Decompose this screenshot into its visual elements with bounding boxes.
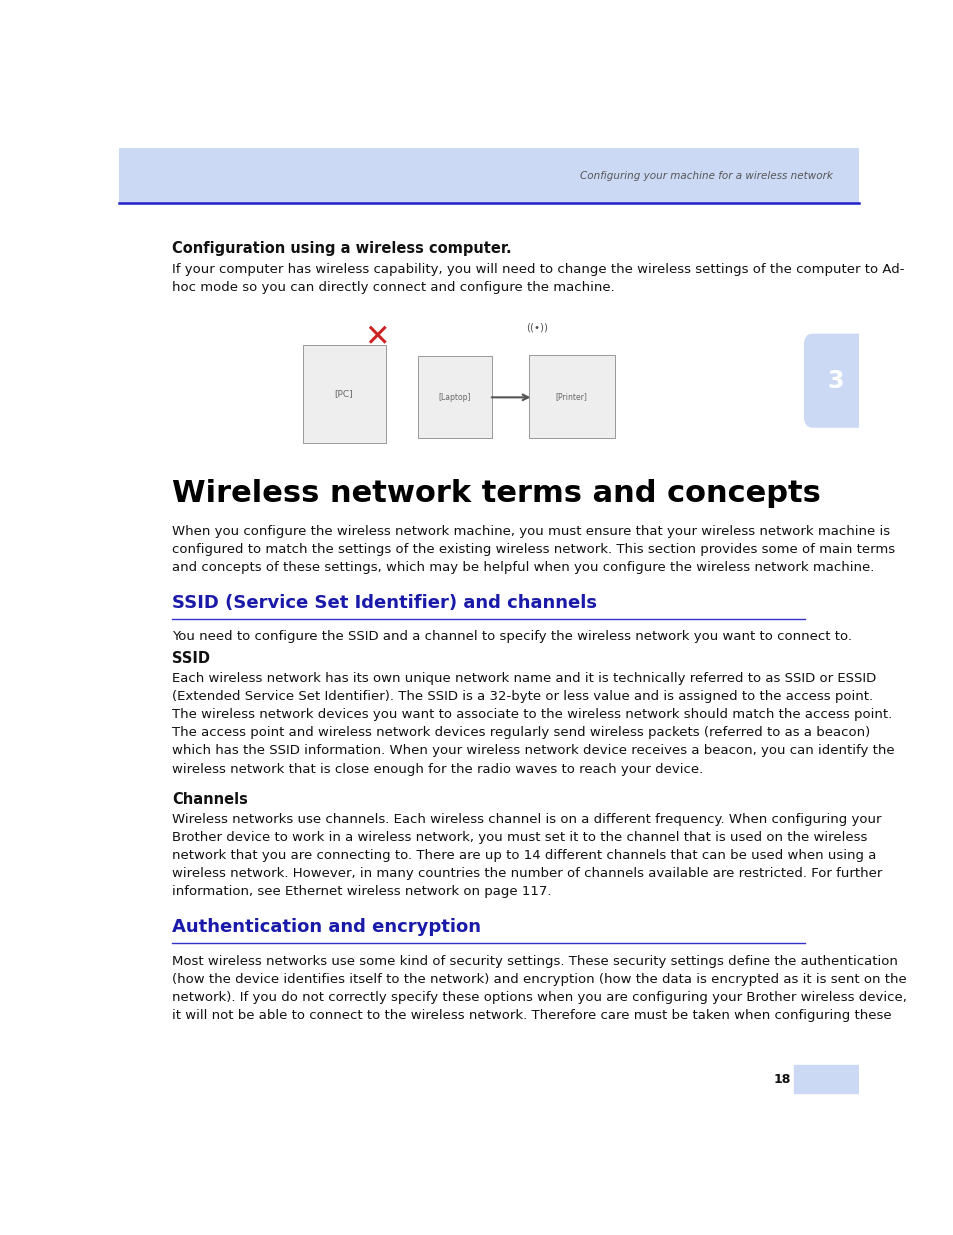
Text: ((•)): ((•)) bbox=[525, 322, 547, 333]
Text: wireless network that is close enough for the radio waves to reach your device.: wireless network that is close enough fo… bbox=[172, 762, 703, 776]
Text: Brother device to work in a wireless network, you must set it to the channel tha: Brother device to work in a wireless net… bbox=[172, 831, 867, 844]
Text: it will not be able to connect to the wireless network. Therefore care must be t: it will not be able to connect to the wi… bbox=[172, 1009, 891, 1021]
Text: Configuration using a wireless computer.: Configuration using a wireless computer. bbox=[172, 241, 512, 257]
Text: wireless network. However, in many countries the number of channels available ar: wireless network. However, in many count… bbox=[172, 867, 882, 881]
FancyBboxPatch shape bbox=[417, 357, 492, 438]
Text: The access point and wireless network devices regularly send wireless packets (r: The access point and wireless network de… bbox=[172, 726, 870, 740]
Bar bbox=[119, 148, 858, 204]
Text: If your computer has wireless capability, you will need to change the wireless s: If your computer has wireless capability… bbox=[172, 263, 904, 277]
Text: (Extended Service Set Identifier). The SSID is a 32-byte or less value and is as: (Extended Service Set Identifier). The S… bbox=[172, 690, 873, 703]
FancyBboxPatch shape bbox=[528, 354, 614, 438]
Text: Wireless networks use channels. Each wireless channel is on a different frequenc: Wireless networks use channels. Each wir… bbox=[172, 813, 882, 826]
Text: The wireless network devices you want to associate to the wireless network shoul: The wireless network devices you want to… bbox=[172, 709, 892, 721]
Text: network that you are connecting to. There are up to 14 different channels that c: network that you are connecting to. Ther… bbox=[172, 848, 876, 862]
Text: Authentication and encryption: Authentication and encryption bbox=[172, 919, 481, 936]
Text: When you configure the wireless network machine, you must ensure that your wirel: When you configure the wireless network … bbox=[172, 525, 890, 537]
Text: [Laptop]: [Laptop] bbox=[438, 393, 471, 401]
Text: which has the SSID information. When your wireless network device receives a bea: which has the SSID information. When you… bbox=[172, 745, 894, 757]
Bar bbox=[793, 1065, 858, 1093]
Text: SSID (Service Set Identifier) and channels: SSID (Service Set Identifier) and channe… bbox=[172, 594, 597, 613]
Text: 3: 3 bbox=[826, 369, 843, 393]
FancyBboxPatch shape bbox=[803, 333, 866, 427]
Text: Channels: Channels bbox=[172, 792, 248, 806]
Text: configured to match the settings of the existing wireless network. This section : configured to match the settings of the … bbox=[172, 543, 895, 556]
Text: information, see Ethernet wireless network on page 117.: information, see Ethernet wireless netwo… bbox=[172, 885, 552, 898]
Text: and concepts of these settings, which may be helpful when you configure the wire: and concepts of these settings, which ma… bbox=[172, 561, 874, 574]
Text: [PC]: [PC] bbox=[335, 389, 353, 398]
FancyBboxPatch shape bbox=[302, 345, 386, 443]
Text: ✕: ✕ bbox=[363, 322, 389, 352]
Text: Each wireless network has its own unique network name and it is technically refe: Each wireless network has its own unique… bbox=[172, 672, 876, 685]
Text: SSID: SSID bbox=[172, 651, 211, 666]
Text: hoc mode so you can directly connect and configure the machine.: hoc mode so you can directly connect and… bbox=[172, 282, 615, 294]
Text: [Printer]: [Printer] bbox=[556, 391, 587, 401]
Text: network). If you do not correctly specify these options when you are configuring: network). If you do not correctly specif… bbox=[172, 990, 906, 1004]
Text: Most wireless networks use some kind of security settings. These security settin: Most wireless networks use some kind of … bbox=[172, 955, 898, 967]
Text: 18: 18 bbox=[773, 1073, 790, 1086]
Text: (how the device identifies itself to the network) and encryption (how the data i: (how the device identifies itself to the… bbox=[172, 973, 906, 986]
Text: You need to configure the SSID and a channel to specify the wireless network you: You need to configure the SSID and a cha… bbox=[172, 630, 852, 643]
Text: Wireless network terms and concepts: Wireless network terms and concepts bbox=[172, 479, 821, 508]
Text: Configuring your machine for a wireless network: Configuring your machine for a wireless … bbox=[579, 170, 832, 180]
